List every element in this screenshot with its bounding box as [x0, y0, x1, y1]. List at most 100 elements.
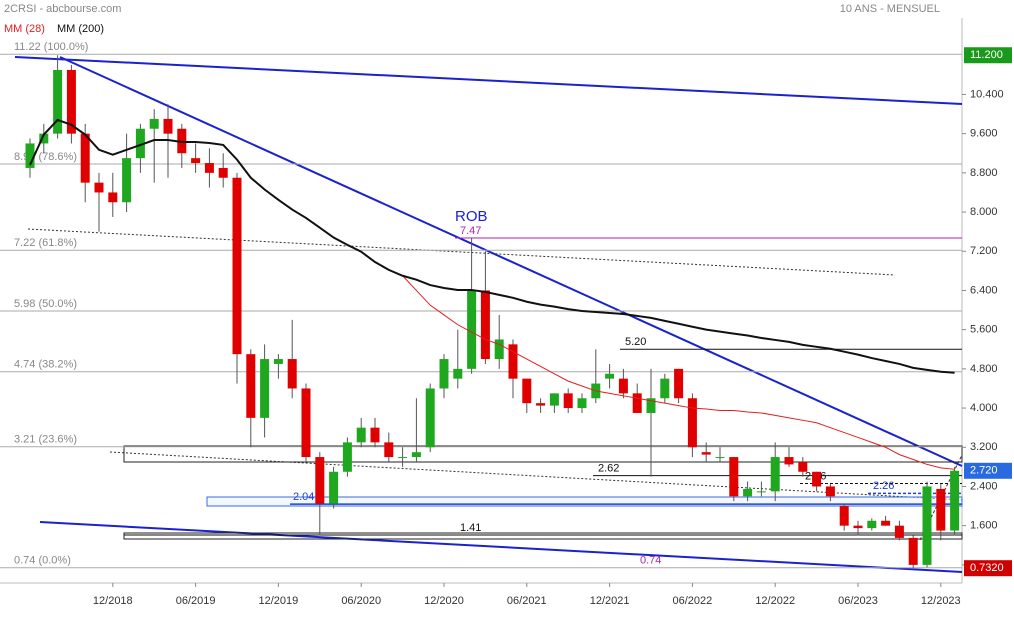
annotation-label: 2.62 [598, 463, 619, 475]
candle-body [25, 143, 35, 168]
candle-body [204, 163, 214, 173]
annotation-label: 5.20 [625, 336, 646, 348]
candle-body [163, 118, 173, 134]
candle-body [632, 393, 642, 413]
candle-body [756, 491, 766, 493]
candle-body [674, 368, 684, 399]
callout: ROB [455, 208, 488, 225]
candle-body [494, 339, 504, 360]
candle-body [950, 470, 960, 531]
ma-line [29, 118, 955, 374]
candle-body [881, 520, 891, 526]
y-tick-label: 7.200 [970, 245, 998, 257]
y-tick-label: 10.400 [970, 88, 1004, 100]
y-tick-label: 8.800 [970, 167, 998, 179]
candle-body [356, 427, 366, 443]
candle-body [398, 457, 408, 459]
candle-body [549, 393, 559, 406]
candle-body [743, 488, 753, 497]
chart-title: 2CRSI - abcbourse.com [4, 3, 121, 15]
level-label: 8.98 (78.6%) [14, 151, 77, 163]
candle-body [839, 506, 849, 526]
candle-body [687, 398, 697, 448]
candle-body [301, 388, 311, 458]
candle-body [246, 354, 256, 418]
zone-box [123, 445, 963, 463]
candle-body [536, 403, 546, 406]
x-tick-label: 06/2019 [176, 595, 216, 607]
candle-body [149, 118, 159, 129]
trendline [59, 56, 963, 467]
candle-body [715, 457, 725, 459]
candle-body [39, 133, 49, 144]
candle-body [701, 452, 711, 455]
legend-entry: MM (28) [4, 23, 45, 35]
chart-subtitle: 10 ANS - MENSUEL [840, 3, 940, 15]
annotation-label: 2.26 [873, 480, 894, 492]
x-tick-label: 06/2020 [341, 595, 381, 607]
candle-body [798, 461, 808, 472]
candle-body [522, 378, 532, 404]
candle-body [784, 457, 794, 465]
candle-body [425, 388, 435, 448]
y-tick-label: 1.600 [970, 520, 998, 532]
candle-body [770, 457, 780, 492]
candle-body [480, 290, 490, 360]
candle-body [867, 520, 877, 529]
candle-body [894, 525, 904, 538]
candle-body [53, 69, 63, 134]
annotation-label: 7.47 [460, 225, 481, 237]
x-tick-label: 06/2022 [673, 595, 713, 607]
x-tick-label: 12/2020 [424, 595, 464, 607]
candle-body [853, 525, 863, 529]
level-label: 4.74 (38.2%) [14, 359, 77, 371]
candle-body [439, 359, 449, 389]
candle-body [66, 69, 76, 134]
y-tick-label: 2.400 [970, 480, 998, 492]
candle-body [605, 373, 615, 379]
level-label: 7.22 (61.8%) [14, 237, 77, 249]
drawings [14, 56, 963, 573]
candle-body [646, 398, 656, 413]
candle-body [411, 452, 421, 458]
candle-body [467, 290, 477, 369]
level-label: 3.21 (23.6%) [14, 434, 77, 446]
x-tick-label: 12/2018 [93, 595, 133, 607]
legend-entry: MM (200) [57, 23, 104, 35]
candle-body [122, 158, 132, 203]
candle-body [329, 471, 339, 504]
candle-body [908, 537, 918, 565]
y-tick-label: 4.800 [970, 363, 998, 375]
y-tick-label: 9.600 [970, 128, 998, 140]
candle-body [315, 457, 325, 504]
candle-body [812, 471, 822, 487]
candle-body [922, 486, 932, 565]
price-tag-label: 0.7320 [970, 562, 1004, 574]
candle-body [370, 427, 380, 443]
x-tick-label: 06/2023 [838, 595, 878, 607]
candle-body [80, 133, 90, 183]
level-label: 11.22 (100.0%) [14, 41, 88, 53]
level-label: 0.74 (0.0%) [14, 555, 71, 567]
candle-body [287, 359, 297, 389]
trendline [39, 521, 963, 573]
y-tick-label: 4.000 [970, 402, 998, 414]
candle-body [260, 359, 270, 418]
x-tick-label: 12/2022 [755, 595, 795, 607]
candle-body [660, 378, 670, 399]
y-tick-label: 5.600 [970, 324, 998, 336]
price-tag [964, 462, 1012, 479]
price-tag [964, 560, 1012, 577]
candle-body [453, 368, 463, 379]
candle-body [108, 192, 118, 203]
annotation-label: 0.74 [640, 555, 661, 567]
candle-body [618, 378, 628, 394]
candle-body [577, 398, 587, 409]
trendline [14, 56, 963, 105]
candle-body [384, 442, 394, 458]
candle-body [232, 177, 242, 355]
zone-box [206, 496, 963, 507]
candle-body [135, 128, 145, 159]
